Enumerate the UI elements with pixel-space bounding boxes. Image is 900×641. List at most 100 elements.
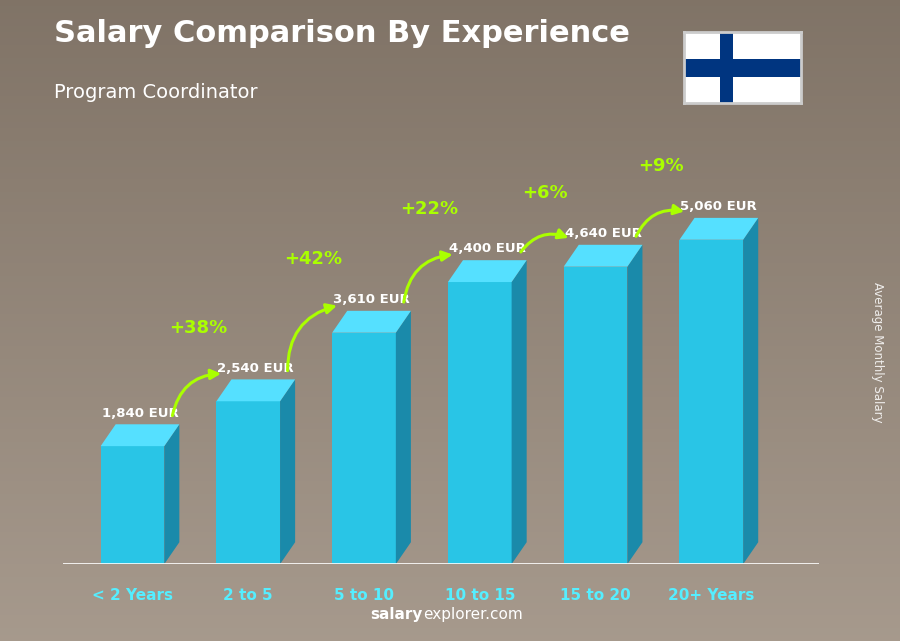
Polygon shape <box>563 245 643 267</box>
Bar <box>0 58 900 64</box>
Bar <box>0 603 900 609</box>
Bar <box>0 583 900 590</box>
Bar <box>0 615 900 622</box>
Bar <box>0 628 900 635</box>
Bar <box>0 577 900 583</box>
Polygon shape <box>101 424 179 446</box>
Bar <box>0 564 900 570</box>
Bar <box>0 26 900 32</box>
Polygon shape <box>396 311 411 564</box>
Bar <box>0 154 900 160</box>
Bar <box>0 449 900 455</box>
Bar <box>0 423 900 429</box>
Bar <box>0 224 900 231</box>
Bar <box>0 365 900 372</box>
Bar <box>0 263 900 269</box>
Bar <box>0 506 900 513</box>
Bar <box>0 128 900 135</box>
Bar <box>0 494 900 500</box>
Bar <box>0 122 900 128</box>
Bar <box>0 545 900 551</box>
Bar <box>0 519 900 526</box>
Bar <box>0 167 900 173</box>
Bar <box>0 186 900 192</box>
Bar <box>0 474 900 481</box>
Bar <box>0 90 900 96</box>
Text: 5,060 EUR: 5,060 EUR <box>680 200 757 213</box>
Bar <box>0 205 900 212</box>
Text: +9%: +9% <box>638 157 684 175</box>
Bar <box>0 622 900 628</box>
Bar <box>0 590 900 596</box>
Bar <box>0 570 900 577</box>
Bar <box>0 13 900 19</box>
Bar <box>0 51 900 58</box>
Bar <box>0 212 900 218</box>
Bar <box>0 109 900 115</box>
Text: Salary Comparison By Experience: Salary Comparison By Experience <box>54 19 630 48</box>
Bar <box>0 38 900 45</box>
Polygon shape <box>165 424 179 564</box>
Bar <box>0 314 900 320</box>
Bar <box>0 160 900 167</box>
Bar <box>0 244 900 250</box>
Polygon shape <box>332 333 396 564</box>
Bar <box>0 288 900 295</box>
Bar <box>0 353 900 359</box>
Polygon shape <box>563 267 627 564</box>
Bar <box>0 532 900 538</box>
Bar <box>0 513 900 519</box>
Bar <box>0 635 900 641</box>
Bar <box>0 500 900 506</box>
Polygon shape <box>680 240 743 564</box>
Bar <box>0 596 900 603</box>
Bar <box>0 77 900 83</box>
Bar <box>0 141 900 147</box>
Text: 5 to 10: 5 to 10 <box>334 588 394 603</box>
Polygon shape <box>743 218 758 564</box>
Text: 4,640 EUR: 4,640 EUR <box>564 227 642 240</box>
Bar <box>0 385 900 391</box>
Polygon shape <box>684 59 801 77</box>
Bar <box>0 250 900 256</box>
Bar <box>0 308 900 314</box>
Bar <box>0 487 900 494</box>
Bar <box>0 19 900 26</box>
Bar <box>0 455 900 462</box>
Bar <box>0 64 900 71</box>
Bar <box>0 295 900 301</box>
Text: explorer.com: explorer.com <box>423 607 523 622</box>
Bar <box>0 103 900 109</box>
Bar <box>0 96 900 103</box>
Bar <box>0 346 900 353</box>
Text: +42%: +42% <box>284 250 343 268</box>
Bar <box>0 0 900 6</box>
Text: 10 to 15: 10 to 15 <box>445 588 515 603</box>
Bar <box>0 256 900 263</box>
Polygon shape <box>448 260 526 282</box>
Polygon shape <box>720 32 733 103</box>
Polygon shape <box>216 401 280 564</box>
Polygon shape <box>448 282 511 564</box>
Polygon shape <box>680 218 758 240</box>
Bar <box>0 327 900 333</box>
Polygon shape <box>216 379 295 401</box>
Bar <box>0 442 900 449</box>
Polygon shape <box>101 446 165 564</box>
Polygon shape <box>511 260 526 564</box>
Bar <box>0 282 900 288</box>
Bar <box>0 468 900 474</box>
Text: 3,610 EUR: 3,610 EUR <box>333 293 410 306</box>
Bar <box>0 147 900 154</box>
Bar <box>0 558 900 564</box>
Bar <box>0 199 900 205</box>
Bar <box>0 609 900 615</box>
Text: +38%: +38% <box>169 319 227 337</box>
Text: 4,400 EUR: 4,400 EUR <box>449 242 526 255</box>
Bar <box>0 436 900 442</box>
Bar <box>0 481 900 487</box>
Bar <box>0 135 900 141</box>
Text: Program Coordinator: Program Coordinator <box>54 83 257 103</box>
Bar <box>0 372 900 378</box>
Polygon shape <box>332 311 411 333</box>
